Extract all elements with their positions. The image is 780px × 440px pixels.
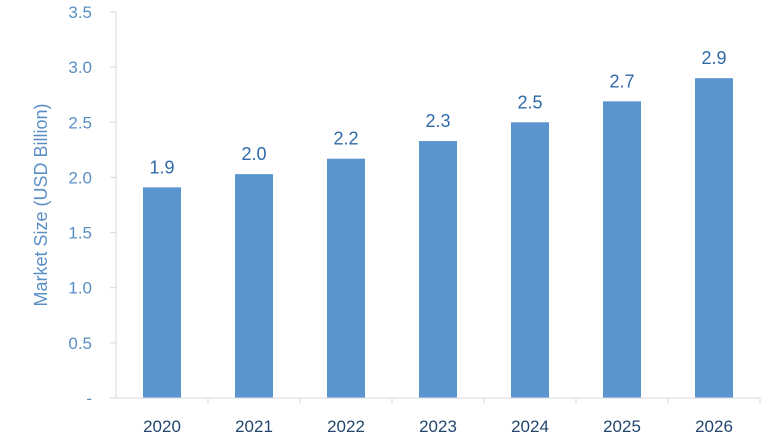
bar-2024 [511, 122, 549, 399]
x-tick-label-2024: 2024 [511, 417, 549, 436]
x-tick-label-2020: 2020 [143, 417, 181, 436]
bars-group [143, 78, 733, 399]
data-label-2026: 2.9 [701, 48, 726, 68]
y-tick-label: - [86, 389, 92, 408]
data-label-2023: 2.3 [425, 111, 450, 131]
data-label-2020: 1.9 [149, 157, 174, 177]
x-axis-ticks: 2020 2021 2022 2023 2024 2025 2026 [143, 398, 761, 436]
data-label-2024: 2.5 [517, 92, 542, 112]
y-tick-label: 2.0 [68, 168, 92, 187]
data-label-2025: 2.7 [609, 71, 634, 91]
y-tick-label: 0.5 [68, 334, 92, 353]
y-axis-title: Market Size (USD Billion) [31, 103, 51, 306]
x-tick-label-2025: 2025 [603, 417, 641, 436]
y-tick-label: 1.0 [68, 279, 92, 298]
y-tick-label: 3.0 [68, 58, 92, 77]
y-tick-label: 2.5 [68, 113, 92, 132]
y-axis-title-group: Market Size (USD Billion) [31, 103, 51, 306]
bar-2020 [143, 187, 181, 398]
x-tick-label-2021: 2021 [235, 417, 273, 436]
bar-2021 [235, 174, 273, 398]
bar-2023 [419, 141, 457, 398]
y-tick-label: 1.5 [68, 224, 92, 243]
data-labels-group: 1.9 2.0 2.2 2.3 2.5 2.7 2.9 [149, 48, 726, 177]
x-tick-label-2023: 2023 [419, 417, 457, 436]
bar-2025 [603, 101, 641, 399]
y-tick-label: 3.5 [68, 3, 92, 22]
data-label-2021: 2.0 [241, 144, 266, 164]
x-tick-label-2026: 2026 [695, 417, 733, 436]
data-label-2022: 2.2 [333, 129, 358, 149]
y-axis-ticks: - 0.5 1.0 1.5 2.0 2.5 3.0 3.5 [68, 3, 116, 408]
bar-2026 [695, 78, 733, 399]
bar-2022 [327, 158, 365, 398]
x-tick-label-2022: 2022 [327, 417, 365, 436]
